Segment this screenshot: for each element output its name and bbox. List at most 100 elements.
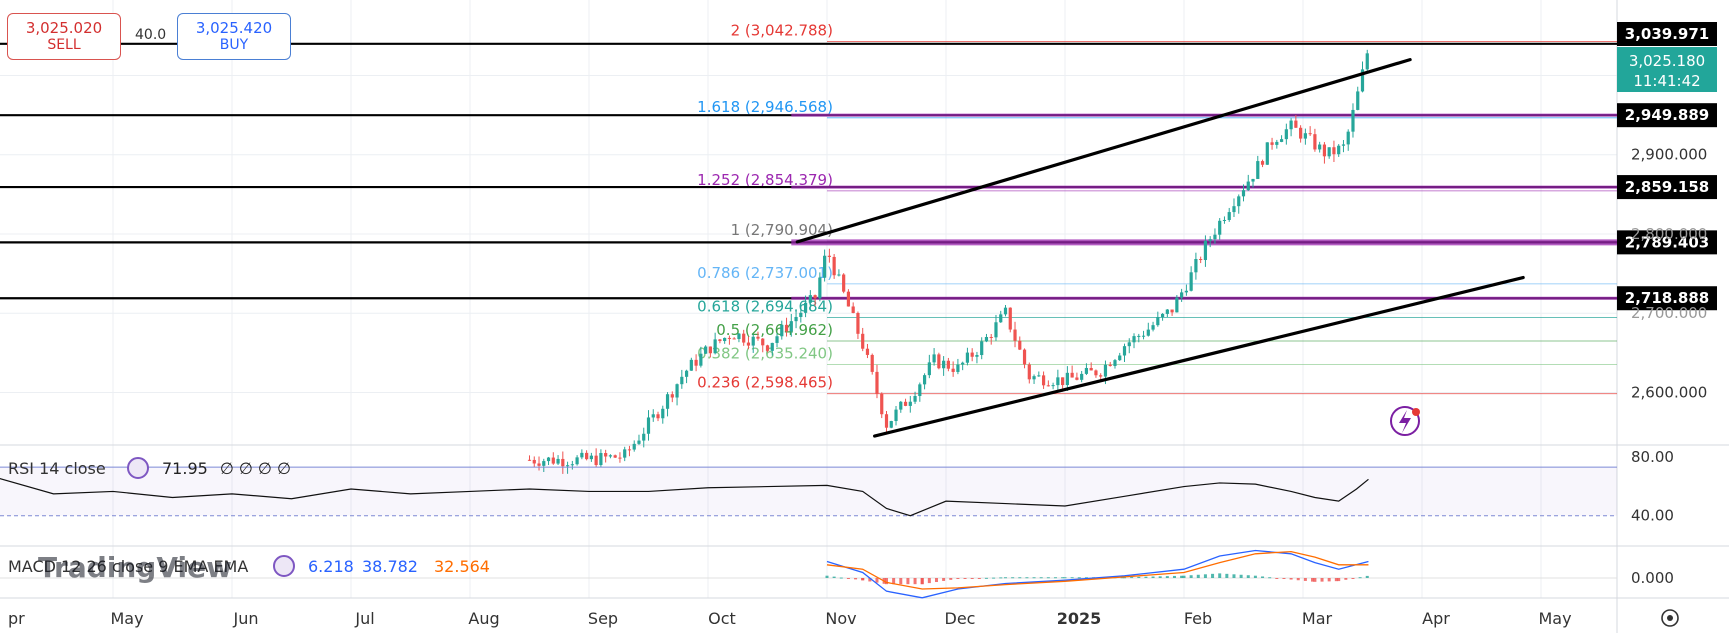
macd-hist-bar: [963, 578, 967, 579]
candle-body: [675, 384, 679, 398]
candle-body: [1032, 376, 1036, 380]
candle-body: [575, 457, 579, 465]
x-tick-label: pr: [8, 609, 25, 628]
price-tag: 2,859.158: [1625, 178, 1709, 196]
macd-hist-bar: [1172, 575, 1176, 578]
macd-hist-bar: [861, 578, 865, 581]
refresh-icon: [273, 555, 295, 577]
candle-body: [1056, 377, 1060, 386]
macd-hist-bar: [942, 578, 946, 581]
trend-lines[interactable]: [795, 58, 1525, 438]
macd-hist-bar: [1123, 577, 1126, 579]
candle-body: [1108, 364, 1112, 366]
candle-body: [1203, 240, 1208, 261]
y-tick-label: 2,600.000: [1631, 383, 1707, 401]
macd-hist-bar: [1120, 577, 1124, 579]
horizontal-lines[interactable]: 3,039.971 2,949.889 2,859.158 2,789.403 2,71…: [0, 22, 1717, 311]
countdown: 11:41:42: [1633, 72, 1700, 90]
macd-hist-bar: [1039, 577, 1043, 579]
candle-body: [604, 453, 608, 457]
macd-hist-bar: [846, 578, 850, 579]
rsi-pane: RSI 14 close 71.95 ∅ ∅ ∅ ∅ 80.00 40.00: [0, 448, 1674, 525]
rsi-extras: ∅ ∅ ∅ ∅: [220, 459, 291, 478]
candle-body: [961, 362, 965, 365]
candle-body: [808, 295, 812, 303]
macd-hist-bar: [1165, 576, 1169, 578]
candle-body: [1180, 292, 1184, 298]
candle-body: [556, 458, 560, 464]
macd-hist-bar: [1077, 577, 1081, 579]
macd-hist-bar: [899, 578, 903, 585]
candle-body: [922, 375, 927, 385]
candle-body: [765, 345, 770, 351]
candle-body: [751, 336, 755, 346]
x-tick-label: Jul: [354, 609, 374, 628]
candle-body: [646, 417, 651, 434]
candle-body: [1194, 259, 1198, 273]
macd-hist-bar: [913, 578, 917, 585]
candle-body: [589, 455, 593, 460]
price-tag: 2,718.888: [1625, 289, 1709, 307]
macd-hist-bar: [970, 578, 974, 579]
candle-body: [970, 352, 974, 357]
candle-body: [561, 458, 565, 467]
candle-body: [918, 384, 922, 397]
candle-body: [1351, 109, 1355, 132]
candle-body: [870, 354, 874, 372]
macd-hist-value: 32.564: [434, 557, 490, 576]
candle-body: [1141, 335, 1146, 337]
candle-body: [1199, 259, 1203, 261]
macd-hist-bar: [1351, 578, 1355, 579]
candle-body: [903, 401, 908, 406]
macd-hist-bar: [1311, 578, 1315, 582]
candle-body: [1070, 372, 1074, 378]
candle-body: [546, 457, 551, 462]
candle-body: [889, 421, 893, 428]
settings-icon: [1661, 609, 1679, 627]
candle-body: [1356, 91, 1360, 110]
candle-body: [661, 408, 665, 419]
candle-body: [761, 338, 765, 346]
macd-hist-bar: [1180, 575, 1184, 578]
candle-body: [1151, 325, 1155, 330]
candle-body: [527, 459, 532, 461]
candle-body: [789, 321, 793, 332]
candle-body: [1299, 127, 1303, 139]
spread-value: 40.0: [135, 27, 167, 43]
candle-body: [937, 354, 941, 369]
price-candles: [527, 49, 1369, 474]
candle-body: [585, 452, 589, 460]
candle-body: [665, 394, 670, 409]
candle-body: [770, 342, 774, 351]
time-axis: pr May Jun Jul Aug Sep Oct Nov Dec 2025 Feb Mar Apr M…: [8, 609, 1679, 628]
macd-hist-bar: [892, 578, 896, 585]
sell-button[interactable]: 3,025.020 SELL: [7, 13, 121, 60]
macd-zero-label: 0.000: [1631, 569, 1674, 587]
candle-body: [775, 336, 779, 343]
macd-hist-bar: [1365, 575, 1369, 578]
sell-price: 3,025.020: [25, 19, 103, 37]
macd-hist-bar: [1182, 575, 1186, 578]
candle-body: [999, 314, 1003, 323]
macd-hist-bar: [1061, 577, 1065, 579]
macd-hist-bar: [1327, 578, 1331, 582]
candle-body: [623, 449, 627, 458]
candle-body: [608, 455, 613, 457]
candle-body: [832, 256, 836, 276]
candle-body: [856, 312, 860, 334]
candle-body: [780, 324, 784, 337]
macd-title: MACD 12 26 close 9 EMA EMA: [8, 557, 248, 576]
fib-label: 1.618 (2,946.568): [697, 98, 833, 116]
flash-icon: [1390, 406, 1420, 436]
macd-hist-bar: [825, 575, 829, 578]
candle-body: [699, 353, 703, 366]
macd-hist-bar: [875, 578, 879, 583]
macd-hist-bar: [1289, 578, 1293, 580]
macd-hist-bar: [1158, 576, 1162, 578]
candle-body: [1246, 181, 1250, 191]
buy-button[interactable]: 3,025.420 BUY: [177, 13, 291, 60]
macd-hist-bar: [868, 578, 872, 582]
candle-body: [551, 457, 555, 464]
candle-body: [1360, 69, 1365, 92]
